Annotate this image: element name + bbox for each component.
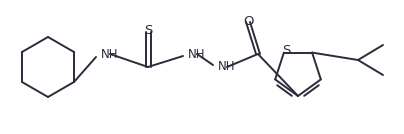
Text: O: O [243, 15, 253, 28]
Text: NH: NH [218, 60, 236, 74]
Text: NH: NH [101, 47, 118, 60]
Text: NH: NH [188, 47, 206, 60]
Text: S: S [282, 44, 290, 57]
Text: S: S [144, 24, 152, 37]
